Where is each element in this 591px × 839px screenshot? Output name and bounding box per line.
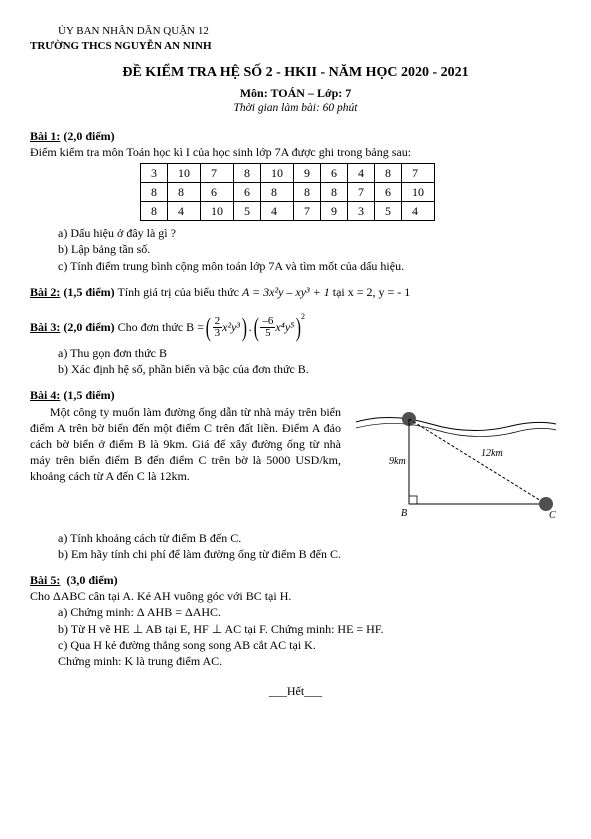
cell: 10 [168,163,201,182]
bai5-c1: c) Qua H kẻ đường thẳng song song AB cắt… [58,637,561,653]
cell: 6 [375,182,402,201]
bai1-intro: Điểm kiểm tra môn Toán học kì I của học … [30,144,561,160]
exam-title: ĐỀ KIỂM TRA HỆ SỐ 2 - HKII - NĂM HỌC 202… [30,64,561,83]
bai5-points: (3,0 điểm) [66,573,117,587]
bai1-b: b) Lập bảng tần số. [58,241,561,257]
cell: 8 [141,182,168,201]
fig-label-12km: 12km [481,448,503,459]
table-row: 84105479354 [141,202,435,221]
bai5-intro: Cho ΔABC cân tại A. Kẻ AH vuông góc với … [30,588,561,604]
cell: 7 [294,202,321,221]
cell: 10 [261,163,294,182]
bai3-term1: x²y³ [222,319,240,335]
bai3-frac2: –65 [260,316,275,339]
cell: 8 [141,202,168,221]
bai-5: Bài 5: (3,0 điểm) Cho ΔABC cân tại A. Kẻ… [30,572,561,669]
bai4-b: b) Em hãy tính chi phí để làm đường ống … [58,546,561,562]
cell: 4 [261,202,294,221]
lparen-icon: ( [253,310,258,345]
bai-4: Bài 4: (1,5 điểm) Một công ty muốn làm đ… [30,387,561,523]
table-row: 310781096487 [141,163,435,182]
org-line-1: ỦY BAN NHÂN DÂN QUẬN 12 [58,24,561,39]
bai4-a: a) Tính khoảng cách từ điểm B đến C. [58,530,561,546]
bai5-heading: Bài 5: [30,573,60,587]
bai2-points: (1,5 điểm) [63,285,114,299]
bai5-b: b) Từ H vẽ HE ⊥ AB tại E, HF ⊥ AC tại F.… [58,621,561,637]
cell: 5 [234,202,261,221]
fig-label-b: B [401,508,407,519]
bai3-frac1: 23 [213,316,223,339]
bai4-points: (1,5 điểm) [63,388,114,402]
cell: 10 [402,182,435,201]
cell: 8 [234,163,261,182]
rparen-icon: ) [242,310,247,345]
cell: 7 [402,163,435,182]
bai1-heading: Bài 1: [30,129,60,143]
bai-1: Bài 1: (2,0 điểm) Điểm kiểm tra môn Toán… [30,128,561,274]
cell: 6 [201,182,234,201]
bai3-a: a) Thu gọn đơn thức B [58,345,561,361]
bai2-text-post: tại x = 2, y = - 1 [333,285,411,299]
cell: 6 [234,182,261,201]
bai1-points: (2,0 điểm) [63,129,114,143]
cell: 4 [348,163,375,182]
lparen-icon: ( [206,310,211,345]
cell: 8 [321,182,348,201]
bai4-heading: Bài 4: [30,388,60,402]
bai1-a: a) Dấu hiệu ở đây là gì ? [58,225,561,241]
table-row: 88668887610 [141,182,435,201]
cell: 4 [168,202,201,221]
bai2-text-pre: Tính giá trị của biểu thức [117,285,241,299]
bai5-a: a) Chứng minh: Δ AHB = ΔAHC. [58,604,561,620]
org-line-2: TRƯỜNG THCS NGUYỄN AN NINH [30,39,561,54]
fig-label-9km: 9km [389,456,406,467]
bai3-dot: . [249,319,252,335]
end-marker: ___Hết___ [30,683,561,699]
bai2-heading: Bài 2: [30,285,60,299]
bai4-figure: 9km 12km B C [351,404,561,524]
cell: 6 [321,163,348,182]
cell: 9 [294,163,321,182]
bai4-para: Một công ty muốn làm đường ống dẫn từ nh… [30,404,341,524]
bai3-term2: x⁴y⁵ [275,319,294,335]
cell: 8 [375,163,402,182]
exam-time: Thời gian làm bài: 60 phút [30,101,561,117]
cell: 7 [201,163,234,182]
bai3-points: (2,0 điểm) [63,320,114,334]
bai3-b: b) Xác định hệ số, phần biến và bậc của … [58,361,561,377]
cell: 8 [261,182,294,201]
bai3-heading: Bài 3: [30,319,60,335]
bai1-table: 310781096487 88668887610 84105479354 [140,163,435,222]
bai3-outer-exp: 2 [301,312,305,323]
cell: 9 [321,202,348,221]
bai-2: Bài 2: (1,5 điểm) Tính giá trị của biểu … [30,284,561,300]
cell: 7 [348,182,375,201]
bai3-text-pre: Cho đơn thức B = [118,319,204,335]
bai-3: Bài 3: (2,0 điểm) Cho đơn thức B = ( 23 … [30,310,561,345]
cell: 8 [168,182,201,201]
bai2-expr: A = 3x²y – xy³ + 1 [242,285,330,299]
fig-label-c: C [549,510,556,521]
cell: 4 [402,202,435,221]
cell: 3 [141,163,168,182]
bai1-c: c) Tính điểm trung bình cộng môn toán lớ… [58,258,561,274]
exam-subject: Môn: TOÁN – Lớp: 7 [30,85,561,101]
cell: 3 [348,202,375,221]
cell: 5 [375,202,402,221]
cell: 8 [294,182,321,201]
bai5-c2: Chứng minh: K là trung điểm AC. [58,653,561,669]
cell: 10 [201,202,234,221]
